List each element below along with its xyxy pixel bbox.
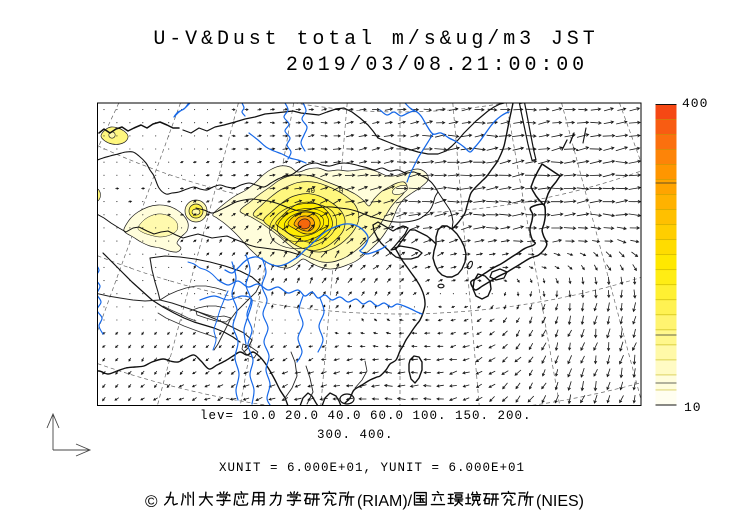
svg-text:400: 400 <box>682 96 708 111</box>
svg-text:©: © <box>145 492 158 511</box>
svg-text:(RIAM)/: (RIAM)/ <box>357 493 413 510</box>
svg-text:40: 40 <box>306 188 316 196</box>
svg-text:U-V&Dust total m/s&ug/m3 JST: U-V&Dust total m/s&ug/m3 JST <box>153 28 598 51</box>
svg-text:XUNIT = 6.000E+01, YUNIT = 6.0: XUNIT = 6.000E+01, YUNIT = 6.000E+01 <box>219 461 525 475</box>
svg-text:(NIES): (NIES) <box>536 493 584 510</box>
svg-text:2019/03/08.21:00:00: 2019/03/08.21:00:00 <box>286 54 588 77</box>
svg-text:10: 10 <box>684 400 702 415</box>
svg-text:0: 0 <box>339 188 344 196</box>
svg-text:300. 400.: 300. 400. <box>317 428 394 442</box>
svg-text:lev= 10.0 20.0 40.0 60.0 100.: lev= 10.0 20.0 40.0 60.0 100. 150. 200. <box>200 409 532 423</box>
